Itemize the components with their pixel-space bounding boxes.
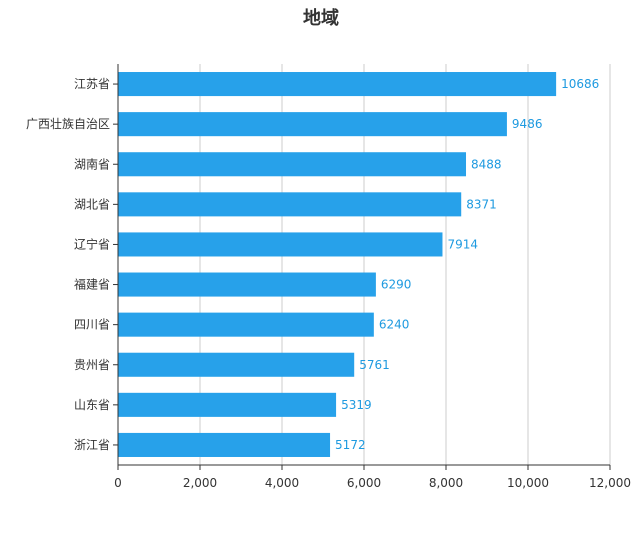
data-label-0: 10686 [561,77,599,91]
category-label-0: 江苏省 [74,77,110,91]
x-tick-label-1: 2,000 [183,476,217,490]
x-tick-label-5: 10,000 [507,476,549,490]
x-tick-label-3: 6,000 [347,476,381,490]
category-label-6: 四川省 [74,318,110,332]
data-label-6: 6240 [379,318,410,332]
data-label-8: 5319 [341,398,372,412]
data-label-1: 9486 [512,117,543,131]
category-label-4: 辽宁省 [74,236,110,251]
chart-title: 地域 [303,8,339,29]
category-label-2: 湖南省 [74,156,110,171]
category-label-7: 贵州省 [74,358,110,372]
bar-9[interactable] [118,432,331,457]
bar-1[interactable] [118,112,507,137]
bar-4[interactable] [118,232,443,257]
bar-6[interactable] [118,312,374,337]
x-tick-label-2: 4,000 [265,476,299,490]
x-tick-label-4: 8,000 [429,476,463,490]
x-tick-label-6: 12,000 [589,476,631,490]
data-label-4: 7914 [447,237,478,251]
category-label-3: 湖北省 [74,196,110,211]
bar-3[interactable] [118,192,462,217]
data-label-2: 8488 [471,157,502,171]
bar-5[interactable] [118,272,376,297]
data-label-7: 5761 [359,358,390,372]
bar-0[interactable] [118,72,557,97]
bar-2[interactable] [118,152,467,177]
data-label-5: 6290 [381,278,412,292]
x-tick-label-0: 0 [114,476,122,490]
bar-8[interactable] [118,392,337,417]
data-label-9: 5172 [335,438,366,452]
data-label-3: 8371 [466,197,497,211]
category-label-5: 福建省 [74,277,110,292]
category-label-9: 浙江省 [74,438,110,452]
bar-7[interactable] [118,352,355,377]
category-label-8: 山东省 [74,398,110,412]
category-label-1: 广西壮族自治区 [26,117,110,131]
